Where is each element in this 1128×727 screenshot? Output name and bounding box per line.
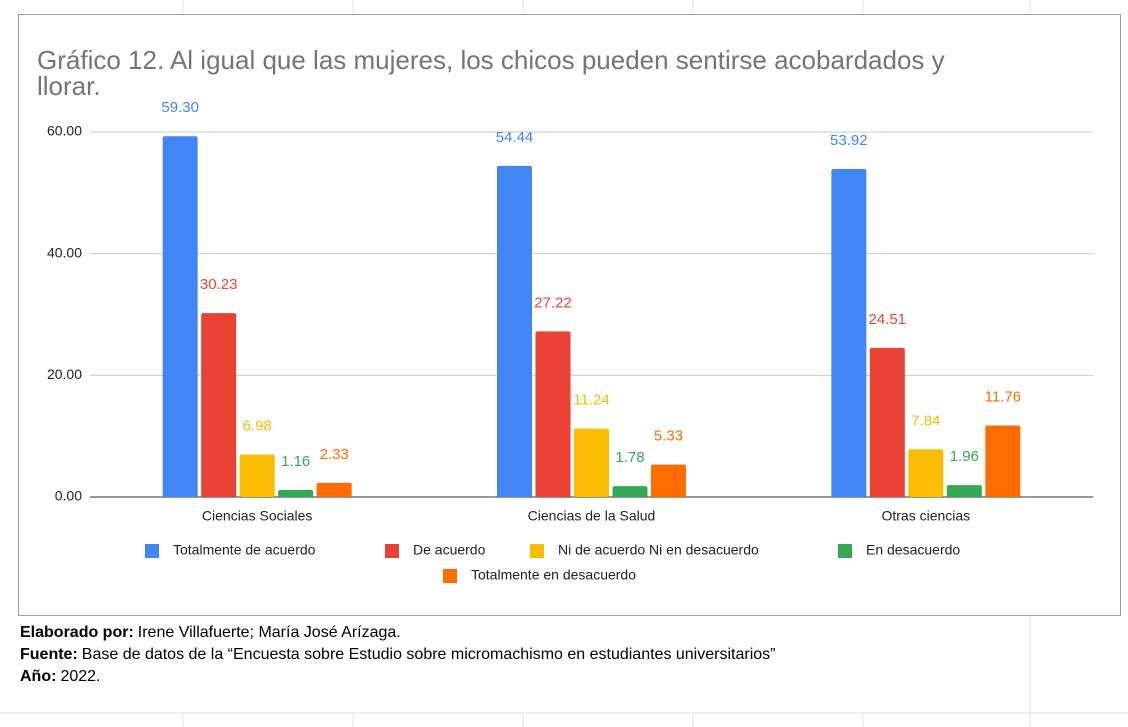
legend-label: Ni de acuerdo Ni en desacuerdo bbox=[558, 542, 759, 558]
x-tick-label: Ciencias Sociales bbox=[202, 508, 313, 524]
x-tick-label: Otras ciencias bbox=[881, 508, 970, 524]
bar bbox=[497, 165, 532, 497]
value-label: 24.51 bbox=[869, 311, 907, 328]
value-label: 53.92 bbox=[830, 132, 868, 149]
bar bbox=[869, 347, 905, 497]
bar bbox=[908, 449, 944, 497]
footer-line: Fuente: Base de datos de la “Encuesta sob… bbox=[20, 644, 775, 666]
value-label: 11.24 bbox=[573, 392, 609, 409]
bar bbox=[612, 486, 648, 497]
bar bbox=[239, 454, 275, 497]
legend-label: En desacuerdo bbox=[866, 542, 960, 558]
bar bbox=[162, 136, 198, 497]
legend-swatch bbox=[443, 569, 457, 583]
y-tick-label: 20.00 bbox=[47, 366, 82, 382]
bar bbox=[651, 464, 686, 497]
bar bbox=[278, 489, 314, 497]
value-label: 11.76 bbox=[985, 388, 1021, 405]
value-label: 54.44 bbox=[496, 129, 534, 146]
bar bbox=[831, 168, 867, 497]
legend-swatch bbox=[385, 544, 399, 558]
value-label: 5.33 bbox=[654, 428, 683, 445]
footer-text: Base de datos de la “Encuesta sobre Estu… bbox=[81, 646, 776, 663]
value-label: 2.33 bbox=[320, 446, 349, 463]
footer-label: Fuente: bbox=[20, 646, 78, 663]
y-tick-label: 0.00 bbox=[55, 488, 82, 504]
x-tick-label: Ciencias de la Salud bbox=[528, 508, 656, 524]
chart-title: Gráfico 12. Al igual que las mujeres, lo… bbox=[37, 45, 945, 101]
legend-swatch bbox=[838, 544, 852, 558]
footer-line: Año: 2022. bbox=[20, 666, 775, 688]
bar bbox=[985, 425, 1021, 497]
bar bbox=[574, 428, 609, 497]
legend-label: Totalmente de acuerdo bbox=[173, 542, 316, 558]
value-label: 1.78 bbox=[615, 449, 644, 466]
value-label: 30.23 bbox=[200, 276, 238, 293]
value-label: 1.96 bbox=[950, 448, 979, 465]
title-line: Gráfico 12. Al igual que las mujeres, lo… bbox=[37, 45, 945, 75]
y-tick-label: 60.00 bbox=[47, 123, 82, 139]
value-label: 6.98 bbox=[243, 418, 272, 435]
value-label: 59.30 bbox=[161, 99, 199, 116]
legend-swatch bbox=[145, 544, 159, 558]
title-line: llorar. bbox=[37, 71, 101, 101]
bar bbox=[946, 485, 982, 497]
bar bbox=[316, 482, 352, 497]
legend-label: Totalmente en desacuerdo bbox=[471, 567, 636, 583]
footer: Elaborado por: Irene Villafuerte; María J… bbox=[20, 622, 775, 688]
bar bbox=[201, 313, 237, 497]
y-tick-label: 40.00 bbox=[47, 244, 82, 260]
footer-text: Irene Villafuerte; María José Arízaga. bbox=[137, 624, 401, 641]
value-label: 1.16 bbox=[281, 453, 310, 470]
footer-label: Año: bbox=[20, 668, 57, 685]
legend-label: De acuerdo bbox=[413, 542, 486, 558]
value-label: 27.22 bbox=[534, 294, 572, 311]
footer-text: 2022. bbox=[60, 668, 101, 685]
footer-label: Elaborado por: bbox=[20, 624, 134, 641]
legend-swatch bbox=[530, 544, 544, 558]
bar bbox=[535, 331, 571, 497]
value-label: 7.84 bbox=[911, 412, 940, 429]
footer-line: Elaborado por: Irene Villafuerte; María J… bbox=[20, 622, 775, 644]
